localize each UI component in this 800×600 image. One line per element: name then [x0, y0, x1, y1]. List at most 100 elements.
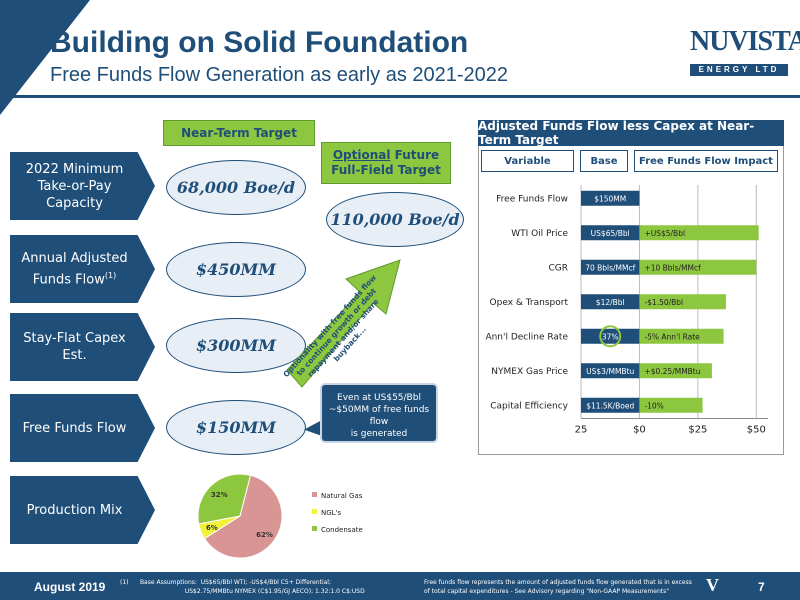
- row-label-line: Annual Adjusted: [21, 250, 128, 266]
- impact-bar: [639, 328, 724, 344]
- base-bar-label: 37%: [602, 332, 619, 341]
- impact-bar-label: +US$5/Bbl: [644, 229, 685, 238]
- near-term-target-label: Near-Term Target: [163, 120, 315, 146]
- highlight-circle: [599, 325, 622, 348]
- base-bar-label: 70 Bbls/MMcf: [585, 263, 635, 272]
- row-label-funds-flow: Annual Adjusted Funds Flow(1): [10, 235, 155, 303]
- impact-bar-label: +$0.25/MMBtu: [644, 367, 700, 376]
- optionality-arrow-shape: [286, 259, 401, 388]
- category-label: CGR: [548, 263, 568, 273]
- column-header-impact: Free Funds Flow Impact: [634, 150, 778, 172]
- impact-bar: [639, 225, 759, 241]
- callout-line: ~$50MM of free funds flow: [328, 405, 430, 427]
- base-bar: [581, 294, 640, 310]
- callout-line: is generated: [350, 429, 408, 439]
- base-bar-label: $11.5K/Boed: [586, 401, 634, 410]
- callout-line: Even at US$55/Bbl: [337, 393, 421, 403]
- base-bar: [581, 397, 640, 413]
- optional-word: Optional: [332, 148, 391, 162]
- footer-logo-icon: V: [706, 575, 719, 595]
- x-tick-label: $25: [688, 425, 707, 436]
- company-logo-subtitle: ENERGY LTD: [690, 64, 788, 76]
- header-divider: [0, 95, 800, 98]
- pie-slice: [197, 473, 252, 525]
- row-label-line: Funds Flow: [32, 272, 105, 288]
- impact-bar: [639, 294, 726, 310]
- row-label-free-funds-flow: Free Funds Flow: [10, 394, 155, 462]
- sensitivity-panel-title: Adjusted Funds Flow less Capex at Near-T…: [478, 119, 784, 147]
- optionality-arrow: Optionality with free funds flow to cont…: [282, 259, 401, 388]
- legend-swatch: [312, 509, 317, 514]
- row-label-production-mix: Production Mix: [10, 476, 155, 544]
- footnote-line: US$2.75/MMBtu NYMEX (C$1.95/GJ AECO); 1.…: [120, 588, 365, 595]
- row-label-line: Est.: [62, 348, 87, 363]
- legend-swatch: [312, 492, 317, 497]
- funds-flow-value-oval: $450MM: [166, 242, 306, 297]
- page-number: 7: [758, 580, 765, 594]
- impact-bar: [639, 397, 703, 413]
- definition-line: Free funds flow represents the amount of…: [424, 579, 692, 586]
- x-tick-label: 25: [575, 425, 588, 436]
- base-bar: [581, 363, 640, 379]
- footer-bar: [0, 572, 800, 600]
- footnote-marker: (1): [104, 270, 117, 280]
- legend-label: Condensate: [321, 526, 363, 534]
- page-subtitle: Free Funds Flow Generation as early as 2…: [50, 64, 509, 86]
- company-logo: NUVISTA: [690, 26, 800, 57]
- legend-label: Natural Gas: [321, 492, 363, 500]
- future-target-label: Optional Future Full-Field Target: [321, 142, 451, 184]
- category-label: NYMEX Gas Price: [491, 367, 568, 377]
- row-label-line: Stay-Flat Capex: [23, 331, 126, 346]
- row-label-line: Take-or-Pay: [37, 178, 112, 194]
- row-label-line: Capacity: [46, 195, 103, 211]
- base-bar: [581, 259, 640, 275]
- pie-slice-label: 62%: [256, 531, 273, 539]
- legend-swatch: [312, 526, 317, 531]
- row-label-line: Production Mix: [26, 502, 123, 518]
- full-field-target-text: Full-Field Target: [331, 163, 441, 177]
- base-bar-label: $12/Bbl: [596, 298, 625, 307]
- category-label: Capital Efficiency: [490, 401, 568, 411]
- price-sensitivity-callout: Even at US$55/Bbl ~$50MM of free funds f…: [320, 383, 438, 443]
- impact-bar-label: -$1.50/Bbl: [644, 298, 683, 307]
- footer-date: August 2019: [34, 580, 106, 594]
- footer-footnote: (1) Base Assumptions: US$65/Bbl WTI; -US…: [120, 578, 365, 596]
- row-label-capacity: 2022 Minimum Take-or-Pay Capacity: [10, 152, 155, 220]
- impact-bar-label: +10 Bbls/MMcf: [644, 263, 701, 272]
- impact-bar-label: -5% Ann'l Rate: [644, 332, 700, 341]
- impact-bar: [639, 363, 712, 379]
- capex-value-oval: $300MM: [166, 318, 306, 373]
- sensitivity-bar-chart: 25 $0 $25 $50 Free Funds Flow $150MM WTI Oil P…: [485, 185, 768, 436]
- base-bar-label: $150MM: [594, 194, 626, 203]
- pie-slice-label: 6%: [206, 524, 218, 532]
- capacity-value-oval: 68,000 Boe/d: [166, 160, 306, 215]
- optionality-text-line: Optionality with free funds flow: [282, 273, 378, 379]
- base-bar-label: US$3/MMBtu: [586, 367, 634, 376]
- category-label: Opex & Transport: [490, 298, 569, 308]
- category-label: Free Funds Flow: [496, 194, 568, 204]
- row-label-line: 2022 Minimum: [25, 161, 124, 177]
- future-target-value-oval: 110,000 Boe/d: [326, 192, 464, 247]
- base-bar: [581, 328, 640, 344]
- base-bar: [581, 190, 640, 206]
- free-funds-flow-value-oval: $150MM: [166, 400, 306, 455]
- row-label-capex: Stay-Flat Capex Est.: [10, 313, 155, 381]
- footer-definition: Free funds flow represents the amount of…: [424, 578, 714, 596]
- base-bar-label: US$65/Bbl: [591, 229, 630, 238]
- column-header-variable: Variable: [481, 150, 574, 172]
- x-tick-label: $0: [633, 425, 646, 436]
- production-mix-pie-chart: 62% Natural Gas 6% NGL's 32% Condensate: [197, 473, 363, 559]
- impact-bar: [639, 259, 757, 275]
- page-title: Building on Solid Foundation: [50, 26, 469, 59]
- footnote-line: (1) Base Assumptions: US$65/Bbl WTI; -US…: [120, 579, 331, 586]
- pie-slice: [203, 474, 283, 559]
- impact-bar-label: -10%: [644, 401, 663, 410]
- x-tick-label: $50: [747, 425, 766, 436]
- pie-slice-label: 32%: [211, 491, 228, 499]
- definition-line: of total capital expenditures - See Advi…: [424, 588, 670, 595]
- base-bar: [581, 225, 640, 241]
- future-word: Future: [390, 148, 440, 162]
- category-label: Ann'l Decline Rate: [485, 332, 568, 342]
- row-label-line: Free Funds Flow: [22, 420, 127, 436]
- legend-label: NGL's: [321, 509, 341, 517]
